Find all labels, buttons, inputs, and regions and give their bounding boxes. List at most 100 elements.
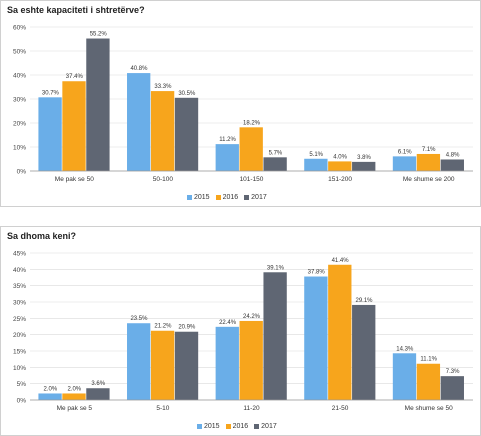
y-tick-label: 20%: [13, 121, 26, 128]
legend-swatch-2015: [187, 195, 192, 200]
y-tick-label: 10%: [13, 145, 26, 152]
x-tick-label: 151-200: [328, 176, 352, 183]
x-tick-label: Me shume se 50: [405, 405, 453, 412]
data-label: 37.4%: [66, 74, 84, 80]
y-tick-label: 35%: [13, 283, 26, 290]
data-label: 7.3%: [446, 369, 460, 375]
data-label: 2.0%: [44, 386, 58, 392]
bar-2016: [239, 127, 263, 171]
legend-label: 2017: [261, 423, 277, 430]
x-tick-label: 5-10: [156, 405, 169, 412]
data-label: 11.2%: [219, 137, 236, 143]
bar-2016: [328, 264, 352, 400]
data-label: 33.3%: [154, 84, 172, 90]
y-tick-label: 15%: [13, 349, 26, 356]
legend-swatch-2017: [244, 195, 250, 200]
bed-capacity-bar-chart: 0% 10% 20% 30% 40% 50% 60% 30.7% 37.4% 55.2% Me pa…: [13, 25, 473, 183]
room-count-bar-chart: 0% 5% 10% 15% 20% 25% 30% 35% 40% 45% 2.0% 2.0% 3.6%…: [13, 251, 473, 412]
bar-2016: [150, 330, 175, 400]
bar-2016: [239, 320, 263, 400]
data-label: 3.6%: [91, 381, 105, 387]
data-label: 3.8%: [357, 155, 371, 161]
bar-2015: [392, 156, 417, 171]
data-label: 11.1%: [420, 357, 437, 363]
data-label: 4.8%: [446, 152, 460, 158]
legend-item-2016: 2016: [215, 194, 239, 201]
bar-2017: [440, 159, 464, 171]
legend-item-2015: 2015: [187, 194, 210, 201]
legend-item-2016: 2016: [225, 423, 249, 430]
x-tick-label: 11-20: [243, 405, 260, 412]
y-tick-label: 50%: [13, 49, 26, 56]
bar-2015: [304, 158, 328, 171]
data-label: 41.4%: [332, 258, 350, 264]
bar-2015: [38, 97, 62, 171]
chart-panel-bed-capacity: Sa eshte kapaciteti i shtretërve? 0% 10% 2…: [0, 0, 481, 207]
bar-2016: [416, 153, 441, 171]
y-tick-label: 25%: [13, 316, 26, 323]
y-tick-label: 20%: [13, 332, 26, 339]
data-label: 55.2%: [90, 32, 108, 38]
data-label: 40.8%: [130, 66, 148, 72]
x-tick-label: Me pak se 50: [55, 176, 94, 183]
y-tick-label: 5%: [17, 381, 27, 388]
data-label: 22.4%: [219, 320, 237, 326]
y-tick-label: 30%: [13, 300, 26, 307]
data-label: 30.5%: [178, 91, 196, 97]
data-label: 5.7%: [269, 150, 283, 156]
data-label: 23.5%: [130, 316, 148, 322]
y-tick-label: 45%: [13, 251, 26, 258]
bar-2017: [174, 97, 199, 171]
bar-2017: [352, 161, 376, 171]
y-tick-label: 40%: [13, 267, 26, 274]
chart-legend: 2015 2016 2017: [197, 423, 277, 430]
bar-2017: [352, 304, 376, 400]
y-tick-label: 40%: [13, 73, 26, 80]
data-label: 4.0%: [333, 154, 347, 160]
y-tick-label: 0%: [17, 169, 27, 176]
y-tick-label: 0%: [17, 398, 27, 405]
y-tick-label: 60%: [13, 25, 26, 32]
chart-title: Sa eshte kapaciteti i shtretërve?: [7, 5, 145, 15]
bar-2015: [304, 276, 328, 400]
legend-swatch-2016: [225, 424, 231, 429]
data-label: 7.1%: [422, 147, 436, 153]
legend-label: 2016: [232, 423, 249, 430]
bar-2016: [62, 393, 86, 400]
bar-2015: [215, 144, 239, 171]
bar-2017: [86, 38, 110, 171]
data-label: 29.1%: [356, 298, 374, 304]
data-label: 21.2%: [154, 324, 172, 330]
legend-item-2017: 2017: [254, 423, 277, 430]
data-label: 24.2%: [243, 314, 261, 320]
data-label: 37.8%: [308, 270, 326, 276]
y-tick-label: 10%: [13, 365, 26, 372]
data-label: 18.2%: [243, 120, 261, 126]
x-tick-label: Me shume se 200: [403, 176, 455, 183]
legend-label: 2017: [251, 194, 267, 201]
x-tick-label: Me pak se 5: [57, 405, 93, 412]
bar-2017: [440, 376, 464, 400]
bar-2016: [328, 161, 352, 171]
legend-swatch-2015: [197, 424, 202, 429]
x-tick-label: 101-150: [240, 176, 264, 183]
bar-2015: [38, 393, 62, 400]
data-label: 39.1%: [267, 265, 285, 271]
data-label: 5.1%: [309, 152, 323, 158]
bar-2016: [150, 91, 175, 171]
legend-item-2015: 2015: [197, 423, 220, 430]
bar-2017: [263, 157, 287, 171]
legend-label: 2015: [194, 194, 210, 201]
chart-title: Sa dhoma keni?: [7, 231, 77, 241]
chart-legend: 2015 2016 2017: [187, 194, 267, 201]
legend-label: 2016: [222, 194, 239, 201]
bar-2016: [62, 81, 86, 171]
x-tick-label: 50-100: [153, 176, 174, 183]
legend-swatch-2017: [254, 424, 260, 429]
bar-2017: [174, 331, 199, 400]
chart-panel-room-count: Sa dhoma keni? 0% 5% 10% 15% 20% 25% 30% 35% 40%…: [0, 226, 481, 436]
bar-2015: [392, 353, 417, 400]
x-tick-label: 21-50: [332, 405, 349, 412]
y-tick-label: 30%: [13, 97, 26, 104]
legend-label: 2015: [204, 423, 220, 430]
